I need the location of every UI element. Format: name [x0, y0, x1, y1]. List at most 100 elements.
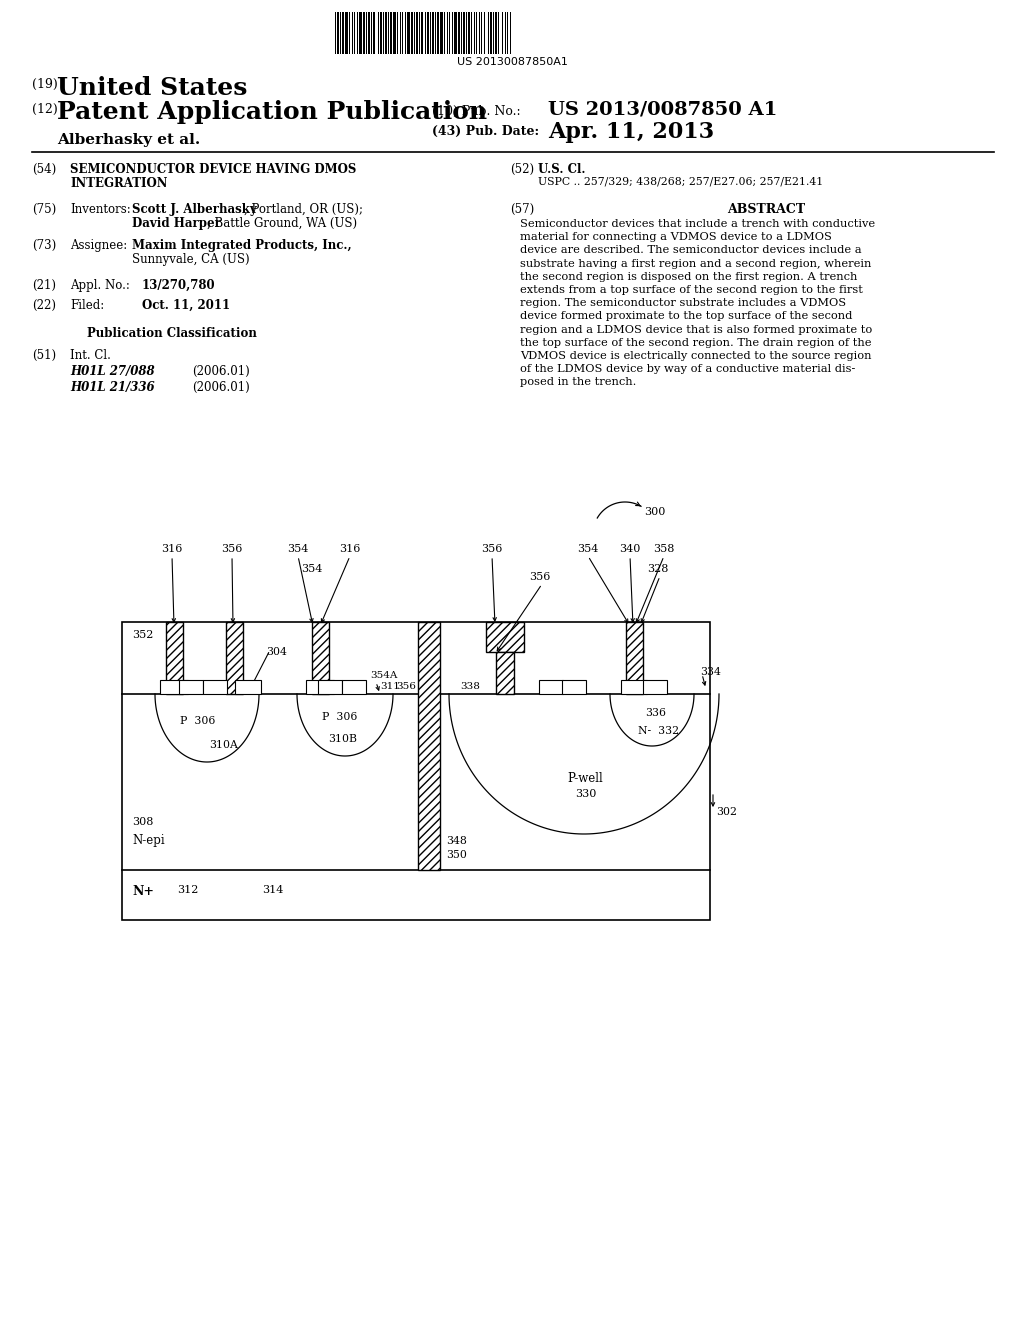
Bar: [432, 12, 434, 54]
Bar: [468, 12, 470, 54]
Text: N-epi: N-epi: [132, 834, 165, 847]
Text: Filed:: Filed:: [70, 300, 104, 312]
Text: 308: 308: [132, 817, 154, 828]
Bar: [362, 12, 365, 54]
Bar: [463, 12, 465, 54]
Text: Apr. 11, 2013: Apr. 11, 2013: [548, 121, 714, 143]
Text: P+: P+: [183, 682, 199, 692]
Bar: [539, 680, 563, 694]
Text: substrate having a first region and a second region, wherein: substrate having a first region and a se…: [520, 259, 871, 268]
Text: (54): (54): [32, 162, 56, 176]
Text: 13/270,780: 13/270,780: [142, 279, 216, 292]
Bar: [342, 680, 366, 694]
Text: 358: 358: [653, 544, 675, 554]
Text: (73): (73): [32, 239, 56, 252]
Text: (2006.01): (2006.01): [193, 366, 250, 378]
Text: Oct. 11, 2011: Oct. 11, 2011: [142, 300, 230, 312]
Text: Alberhasky et al.: Alberhasky et al.: [57, 133, 201, 147]
Text: US 2013/0087850 A1: US 2013/0087850 A1: [548, 102, 777, 119]
Text: (57): (57): [510, 203, 535, 216]
Bar: [643, 680, 667, 694]
Text: P+: P+: [346, 682, 361, 692]
Text: 354: 354: [578, 544, 599, 554]
Bar: [496, 652, 514, 694]
Text: 300: 300: [644, 507, 666, 517]
Text: Appl. No.:: Appl. No.:: [70, 279, 130, 292]
Text: the second region is disposed on the first region. A trench: the second region is disposed on the fir…: [520, 272, 857, 281]
Bar: [495, 12, 497, 54]
Bar: [226, 622, 243, 694]
Text: 350: 350: [446, 850, 467, 861]
Text: Int. Cl.: Int. Cl.: [70, 348, 111, 362]
Bar: [373, 12, 375, 54]
Text: 328: 328: [647, 564, 669, 574]
Text: P  306: P 306: [180, 715, 215, 726]
Bar: [368, 12, 370, 54]
Bar: [562, 680, 586, 694]
Text: region. The semiconductor substrate includes a VDMOS: region. The semiconductor substrate incl…: [520, 298, 846, 308]
Bar: [385, 12, 387, 54]
Text: (43) Pub. Date:: (43) Pub. Date:: [432, 125, 539, 139]
Text: Sunnyvale, CA (US): Sunnyvale, CA (US): [132, 253, 250, 267]
Text: 348: 348: [446, 836, 467, 846]
Text: 304: 304: [266, 647, 287, 657]
Bar: [166, 622, 183, 694]
Text: 312: 312: [177, 884, 199, 895]
Text: N+: N+: [322, 682, 338, 692]
Text: , Battle Ground, WA (US): , Battle Ground, WA (US): [207, 216, 357, 230]
Text: Patent Application Publication: Patent Application Publication: [57, 100, 487, 124]
Text: 302: 302: [716, 807, 737, 817]
Text: INTEGRATION: INTEGRATION: [70, 177, 168, 190]
Text: (52): (52): [510, 162, 535, 176]
Bar: [318, 680, 342, 694]
Bar: [626, 622, 643, 694]
Text: US 20130087850A1: US 20130087850A1: [457, 57, 567, 67]
Text: Assignee:: Assignee:: [70, 239, 127, 252]
Bar: [160, 680, 188, 694]
Text: (19): (19): [32, 78, 57, 91]
Text: 356: 356: [221, 544, 243, 554]
Text: 340: 340: [620, 544, 641, 554]
Text: 311: 311: [164, 682, 184, 690]
Text: Semiconductor devices that include a trench with conductive: Semiconductor devices that include a tre…: [520, 219, 876, 228]
Text: VDMOS device is electrically connected to the source region: VDMOS device is electrically connected t…: [520, 351, 871, 360]
Bar: [454, 12, 457, 54]
Text: 336: 336: [645, 708, 666, 718]
Text: P-well: P-well: [567, 772, 603, 785]
Text: 356: 356: [396, 682, 416, 690]
Text: N+: N+: [565, 682, 583, 692]
Bar: [203, 680, 227, 694]
Bar: [342, 12, 344, 54]
Text: Publication Classification: Publication Classification: [87, 327, 257, 341]
Bar: [418, 622, 440, 870]
Bar: [337, 12, 339, 54]
Text: device are described. The semiconductor devices include a: device are described. The semiconductor …: [520, 246, 861, 255]
Bar: [427, 12, 429, 54]
Bar: [621, 680, 647, 694]
Bar: [122, 622, 710, 920]
Text: (10) Pub. No.:: (10) Pub. No.:: [432, 106, 520, 117]
Text: Scott J. Alberhasky: Scott J. Alberhasky: [132, 203, 257, 216]
Text: material for connecting a VDMOS device to a LDMOS: material for connecting a VDMOS device t…: [520, 232, 831, 242]
Bar: [345, 12, 348, 54]
Bar: [312, 622, 329, 694]
Bar: [416, 12, 418, 54]
Text: 354: 354: [288, 544, 308, 554]
Text: 311: 311: [380, 682, 400, 690]
Text: (2006.01): (2006.01): [193, 381, 250, 393]
Bar: [458, 12, 460, 54]
Bar: [380, 12, 382, 54]
Text: (22): (22): [32, 300, 56, 312]
Text: ABSTRACT: ABSTRACT: [727, 203, 805, 216]
Text: 310B: 310B: [328, 734, 357, 744]
Text: 316: 316: [339, 544, 360, 554]
Text: posed in the trench.: posed in the trench.: [520, 378, 636, 387]
Text: (75): (75): [32, 203, 56, 216]
Text: 310A: 310A: [209, 741, 238, 750]
Text: 314: 314: [262, 884, 284, 895]
Text: device formed proximate to the top surface of the second: device formed proximate to the top surfa…: [520, 312, 852, 321]
Text: United States: United States: [57, 77, 248, 100]
Text: 316: 316: [162, 544, 182, 554]
Bar: [306, 680, 334, 694]
Text: USPC .. 257/329; 438/268; 257/E27.06; 257/E21.41: USPC .. 257/329; 438/268; 257/E27.06; 25…: [538, 177, 823, 187]
